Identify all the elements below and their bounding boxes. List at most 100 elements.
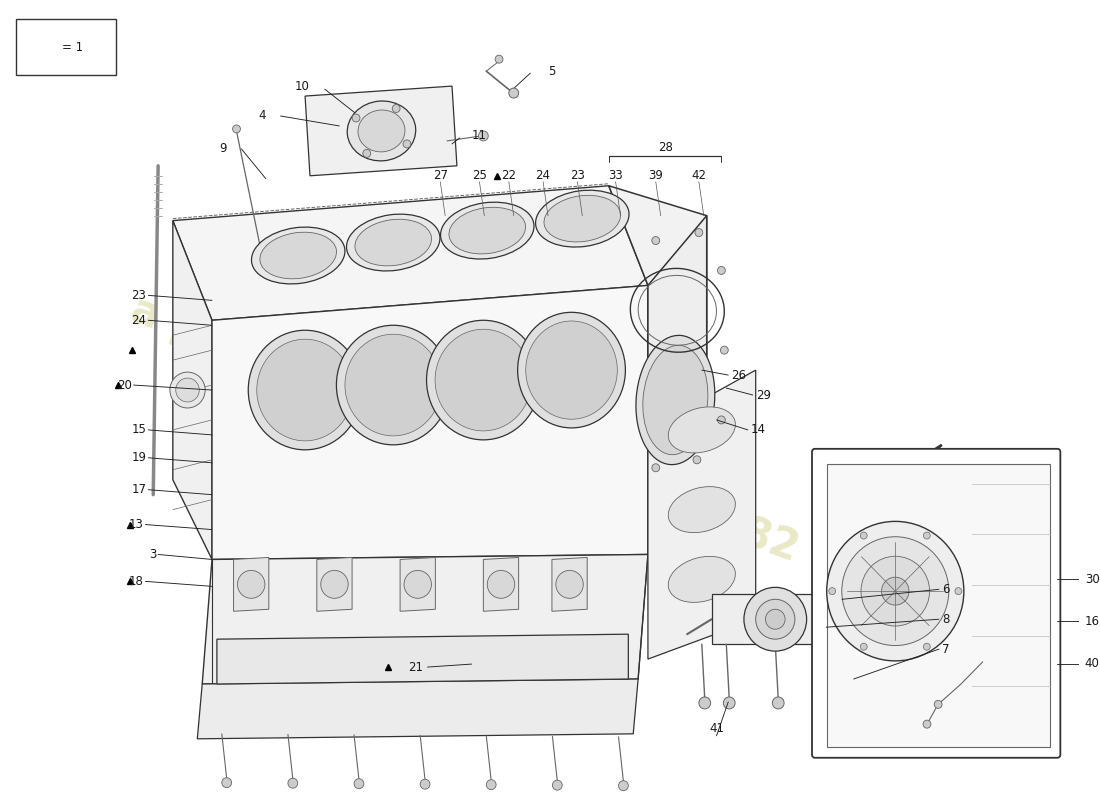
Circle shape	[849, 697, 860, 709]
Ellipse shape	[249, 330, 362, 450]
Text: 6: 6	[942, 583, 949, 596]
Circle shape	[744, 587, 806, 651]
Text: 28: 28	[658, 142, 672, 154]
Text: 29: 29	[756, 389, 771, 402]
Circle shape	[861, 556, 930, 626]
Ellipse shape	[252, 227, 345, 284]
Circle shape	[509, 88, 518, 98]
Text: 26: 26	[732, 369, 746, 382]
Text: = 1: = 1	[62, 41, 82, 54]
Circle shape	[363, 150, 371, 158]
Circle shape	[238, 570, 265, 598]
Text: 25: 25	[472, 170, 487, 182]
Text: 17: 17	[131, 483, 146, 496]
Text: 9: 9	[219, 142, 227, 155]
Ellipse shape	[642, 346, 708, 454]
Ellipse shape	[449, 207, 526, 254]
Circle shape	[487, 570, 515, 598]
Circle shape	[717, 416, 725, 424]
Text: 11: 11	[472, 130, 486, 142]
FancyBboxPatch shape	[812, 449, 1060, 758]
Text: 30: 30	[1085, 573, 1100, 586]
Ellipse shape	[668, 407, 736, 453]
Ellipse shape	[526, 321, 617, 419]
Polygon shape	[400, 558, 436, 611]
Polygon shape	[217, 634, 628, 684]
Circle shape	[881, 577, 909, 605]
Ellipse shape	[346, 214, 440, 271]
Ellipse shape	[441, 202, 534, 259]
FancyBboxPatch shape	[15, 19, 117, 75]
Text: 21: 21	[408, 661, 422, 674]
Text: 16: 16	[1085, 615, 1100, 628]
Circle shape	[717, 266, 725, 274]
Polygon shape	[712, 594, 839, 644]
Circle shape	[934, 700, 942, 708]
Ellipse shape	[260, 232, 337, 279]
Polygon shape	[552, 558, 587, 611]
Polygon shape	[173, 186, 648, 320]
Circle shape	[720, 346, 728, 354]
Text: 5: 5	[548, 65, 556, 78]
Polygon shape	[212, 286, 648, 559]
Ellipse shape	[668, 556, 736, 602]
Ellipse shape	[355, 219, 431, 266]
Polygon shape	[608, 186, 706, 554]
Circle shape	[860, 643, 867, 650]
Circle shape	[403, 140, 410, 148]
Ellipse shape	[358, 110, 405, 152]
Circle shape	[354, 778, 364, 789]
Polygon shape	[233, 558, 268, 611]
Text: 24: 24	[536, 170, 551, 182]
Text: 7: 7	[942, 642, 949, 656]
Ellipse shape	[536, 190, 629, 247]
Circle shape	[393, 105, 400, 113]
Text: eurospares
a passion for parts since 1982: eurospares a passion for parts since 198…	[125, 230, 826, 570]
Ellipse shape	[668, 486, 736, 533]
Polygon shape	[317, 558, 352, 611]
Circle shape	[923, 643, 931, 650]
Circle shape	[923, 720, 931, 728]
Text: 13: 13	[129, 518, 143, 531]
Circle shape	[552, 780, 562, 790]
Text: 27: 27	[432, 170, 448, 182]
Circle shape	[827, 522, 964, 661]
Text: 14: 14	[751, 423, 766, 436]
Circle shape	[222, 778, 232, 788]
Polygon shape	[648, 370, 756, 659]
Text: 23: 23	[132, 289, 146, 302]
Circle shape	[232, 125, 241, 133]
Polygon shape	[197, 679, 638, 739]
Ellipse shape	[636, 335, 715, 465]
Circle shape	[169, 372, 205, 408]
Circle shape	[495, 55, 503, 63]
Polygon shape	[173, 221, 212, 559]
Circle shape	[955, 588, 961, 594]
Circle shape	[695, 229, 703, 237]
Text: 3: 3	[148, 548, 156, 561]
Text: 19: 19	[131, 451, 146, 464]
Text: 20: 20	[117, 378, 132, 391]
Circle shape	[288, 778, 298, 788]
Ellipse shape	[345, 334, 441, 436]
Circle shape	[478, 131, 488, 141]
Polygon shape	[827, 464, 1049, 746]
Ellipse shape	[256, 339, 353, 441]
Text: 8: 8	[942, 613, 949, 626]
Text: 42: 42	[692, 170, 706, 182]
Text: 15: 15	[132, 423, 146, 436]
Text: 22: 22	[502, 170, 516, 182]
Text: 40: 40	[1085, 658, 1100, 670]
Circle shape	[766, 610, 785, 630]
Ellipse shape	[544, 195, 620, 242]
Text: 33: 33	[608, 170, 623, 182]
Polygon shape	[305, 86, 456, 176]
Circle shape	[822, 697, 833, 709]
Ellipse shape	[337, 326, 450, 445]
Circle shape	[698, 697, 711, 709]
Circle shape	[652, 237, 660, 245]
Text: 24: 24	[131, 314, 146, 326]
Circle shape	[842, 537, 949, 646]
Text: 39: 39	[648, 170, 663, 182]
Ellipse shape	[436, 330, 531, 431]
